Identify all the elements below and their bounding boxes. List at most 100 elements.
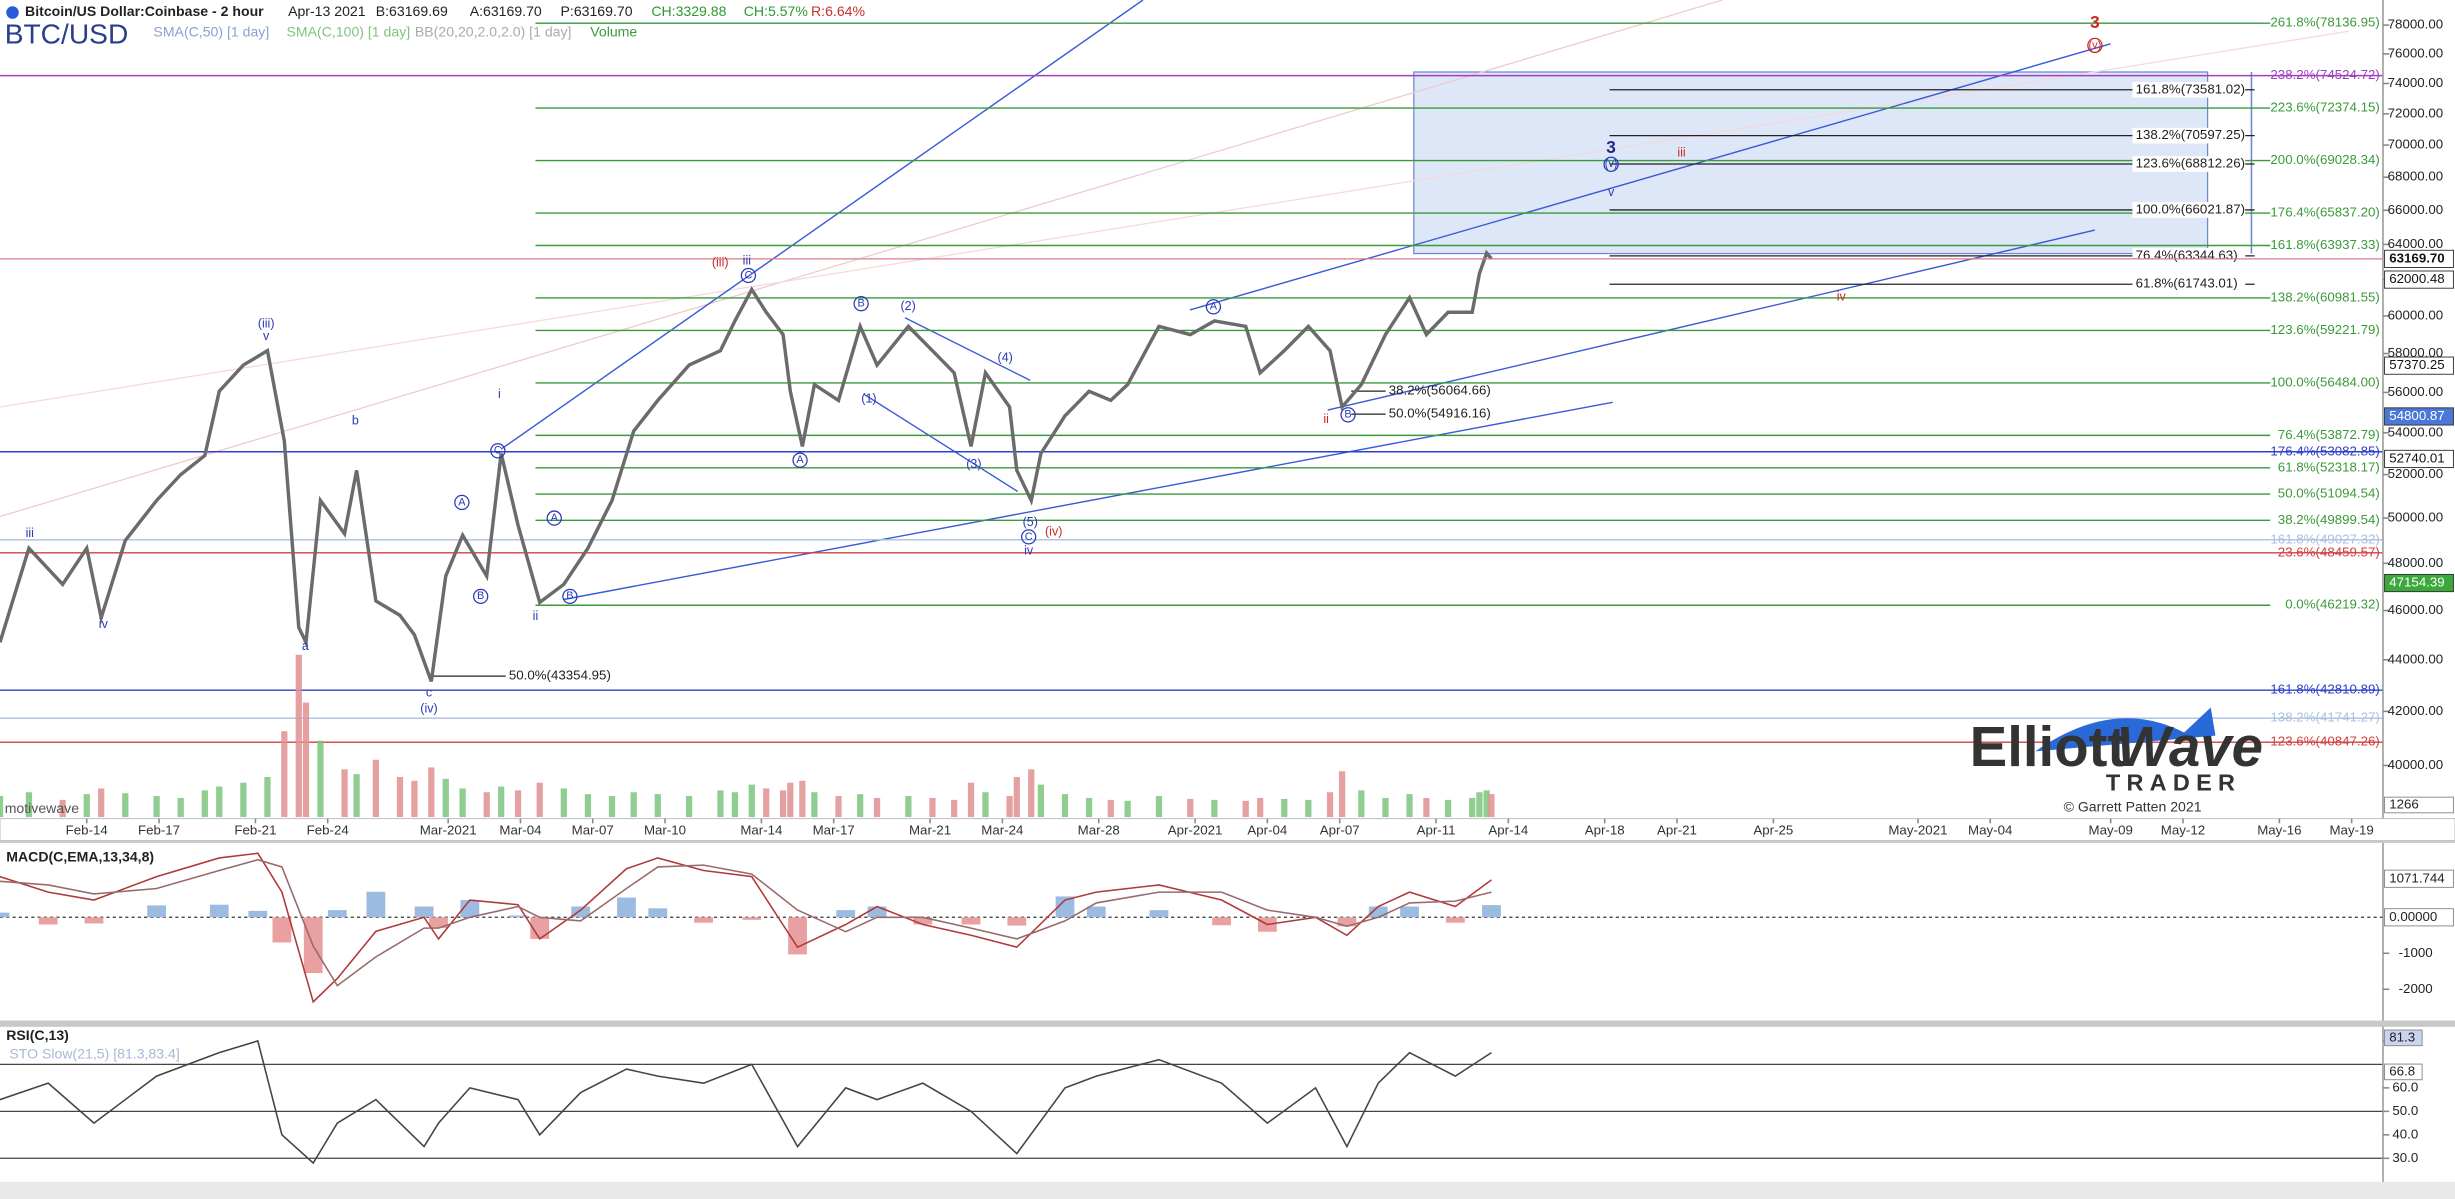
wave-label: v xyxy=(263,329,270,343)
retracement-label: 38.2%(56064.66) xyxy=(1389,383,1491,398)
y-tick-label: 64000.00 xyxy=(2388,236,2443,251)
histogram-bar xyxy=(460,900,480,918)
x-tick-label: Mar-24 xyxy=(981,823,1023,838)
field: P:63169.70 xyxy=(561,3,633,19)
histogram-bar xyxy=(867,906,887,918)
value-tag xyxy=(2384,869,2454,888)
histogram-bar xyxy=(1007,917,1027,926)
x-tick-label: Feb-24 xyxy=(307,823,349,838)
volume-bar xyxy=(630,792,637,818)
fib-label: 0.0%(46219.32) xyxy=(2285,597,2380,612)
volume-bar xyxy=(799,780,806,818)
wave-label: (iv) xyxy=(420,701,437,715)
histogram-bar xyxy=(0,912,10,918)
wave-circle xyxy=(562,588,578,605)
histogram-bar xyxy=(508,915,528,918)
volume-bar xyxy=(341,769,348,818)
projection-label: 76.4%(63344.63) xyxy=(2136,247,2238,262)
histogram-bar xyxy=(414,906,434,918)
volume-bar xyxy=(1305,799,1312,818)
x-tick-label: Feb-14 xyxy=(66,823,108,838)
retracement-label: 50.0%(54916.16) xyxy=(1389,406,1491,421)
x-tick-label: Apr-2021 xyxy=(1168,823,1223,838)
volume-bar xyxy=(1444,799,1452,818)
volume-bar xyxy=(483,792,490,818)
wave-label: (iv) xyxy=(1045,525,1062,539)
y-tick-label: 76000.00 xyxy=(2388,45,2443,60)
volume-bar xyxy=(1423,797,1430,818)
wave-label: 3 xyxy=(1606,137,1616,157)
volume-bar xyxy=(1257,797,1264,818)
volume-bar xyxy=(608,796,616,818)
histogram-bar xyxy=(84,917,104,924)
instrument: Bitcoin/US Dollar:Coinbase - 2 hour xyxy=(25,3,264,19)
fib-label: 138.2%(41741.27) xyxy=(2270,710,2379,725)
wave-circle xyxy=(546,510,562,526)
logo-word: TRADER xyxy=(2106,769,2241,795)
value-tag xyxy=(2384,1029,2423,1047)
study: Volume xyxy=(590,24,637,40)
wave-label: A xyxy=(796,454,804,466)
fib-label: 76.4%(53872.79) xyxy=(2278,427,2380,442)
histogram-bar xyxy=(961,917,981,925)
fib-label: 38.2%(49899.54) xyxy=(2278,512,2380,527)
wave-label: iii xyxy=(26,526,34,540)
volume-bar xyxy=(0,796,4,818)
y-tick-label: 44000.00 xyxy=(2388,651,2443,666)
volume-bar xyxy=(281,731,288,818)
histogram-bar xyxy=(1212,917,1232,926)
study: BB(20,20,2.0,2.0) [1 day] xyxy=(415,24,572,40)
y-tick-label: 52000.00 xyxy=(2388,466,2443,481)
wave-label: i xyxy=(498,387,501,401)
price-tag xyxy=(2384,249,2454,268)
price-line xyxy=(0,249,1493,683)
price-line xyxy=(0,858,1492,987)
fib-label: 261.8%(78136.95) xyxy=(2270,15,2379,30)
trend-line xyxy=(1189,43,2111,311)
wave-label: (iii) xyxy=(258,316,275,330)
volume-bar xyxy=(779,790,787,818)
x-tick-label: Feb-21 xyxy=(234,823,276,838)
volume-bar xyxy=(264,776,271,818)
wave-label: (1) xyxy=(861,391,876,405)
volume-bar xyxy=(240,782,247,818)
histogram-bar xyxy=(694,917,713,923)
wave-circle xyxy=(472,588,489,605)
price-tag xyxy=(2384,449,2454,469)
volume-bar xyxy=(1483,790,1490,818)
x-tick-label: Mar-21 xyxy=(909,823,951,838)
wave-label: C xyxy=(494,445,502,457)
fib-label: 100.0%(56484.00) xyxy=(2270,374,2379,389)
volume-bar xyxy=(122,793,129,818)
price-tag xyxy=(2384,356,2454,375)
volume-bar xyxy=(1107,799,1114,818)
wave-label: iii xyxy=(743,254,751,268)
volume-bar xyxy=(498,786,505,818)
value-tag xyxy=(2384,1063,2423,1081)
volume-bar xyxy=(1488,794,1495,818)
wave-circle xyxy=(490,443,506,459)
volume-bar xyxy=(967,782,975,818)
volume-bar xyxy=(317,740,324,818)
volume-bar xyxy=(216,786,223,818)
y-tick-label: 78000.00 xyxy=(2388,17,2443,32)
y-tick-label: 50000.00 xyxy=(2388,510,2443,525)
volume-bar xyxy=(302,702,310,818)
wave-label: A xyxy=(458,496,466,508)
volume-bar xyxy=(560,788,567,818)
volume-bar xyxy=(717,790,724,818)
volume-bar xyxy=(763,788,770,818)
field: R:6.64% xyxy=(811,3,865,19)
volume-bar xyxy=(1006,796,1013,818)
volume-bar xyxy=(982,792,989,818)
copyright: © Garrett Patten 2021 xyxy=(2064,798,2202,814)
wave-circle xyxy=(454,494,470,511)
fib-label: 123.6%(59221.79) xyxy=(2270,322,2379,337)
fib-label: 176.4%(65837.20) xyxy=(2270,205,2379,220)
histogram-bar xyxy=(1482,905,1501,918)
pane-title: RSI(C,13) xyxy=(6,1027,69,1043)
histogram-bar xyxy=(1149,910,1169,918)
x-tick-label: May-09 xyxy=(2089,823,2133,838)
volume-bar xyxy=(177,797,184,818)
